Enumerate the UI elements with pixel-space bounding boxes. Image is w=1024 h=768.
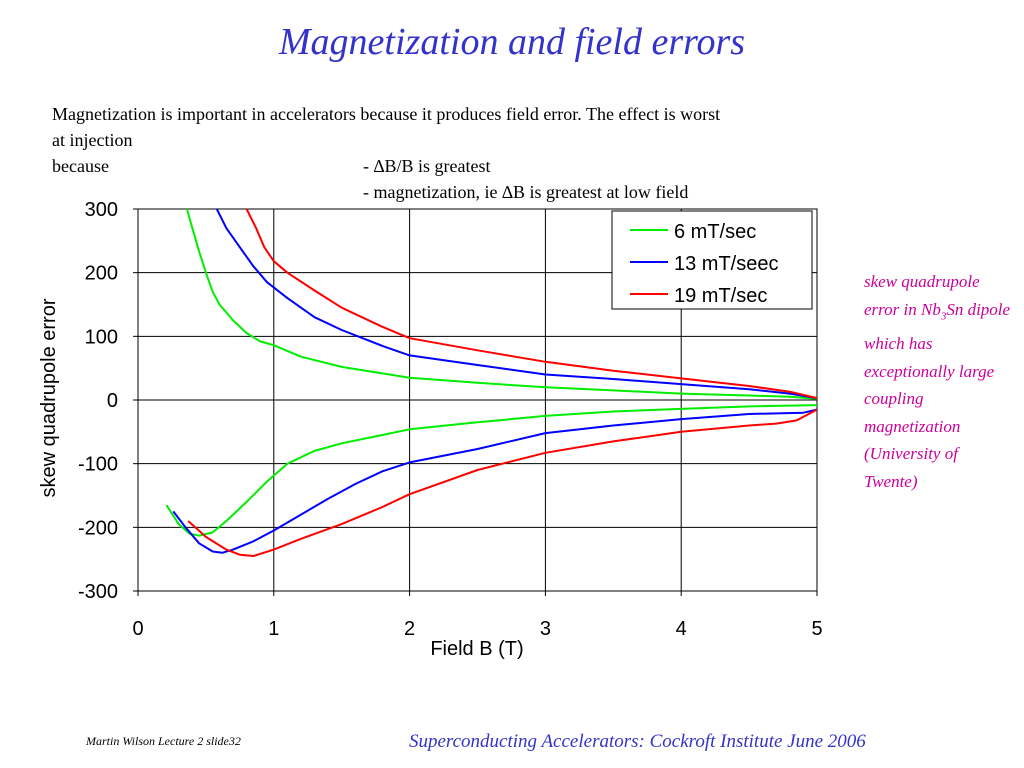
footer-lecture: Martin Wilson Lecture 2 slide32 — [86, 734, 241, 748]
legend-label: 13 mT/seec — [674, 253, 778, 275]
x-tick-label: 2 — [404, 618, 415, 640]
side-note: skew quadrupole error in Nb3Sn dipole wh… — [864, 268, 1014, 495]
legend-box — [611, 210, 813, 310]
intro-text: Magnetization is important in accelerato… — [52, 101, 720, 205]
side-note-part2: Sn dipole which has exceptionally large … — [864, 299, 1011, 491]
chart-ticks: 300 200 100 0 -100 -200 -300 0 1 2 3 4 5 — [78, 199, 823, 640]
intro-line-2b: - ∆B/B is greatest — [363, 156, 491, 176]
series-line-3-lower — [187, 408, 818, 557]
intro-line-2a: at injection because — [52, 130, 133, 176]
y-tick-label: 0 — [107, 390, 118, 412]
intro-line-1: Magnetization is important in accelerato… — [52, 104, 721, 124]
side-note-part1: skew quadrupole error in Nb — [864, 272, 980, 319]
legend-label: 19 mT/sec — [674, 285, 767, 307]
y-tick-label: -300 — [78, 581, 118, 603]
legend-label: 6 mT/sec — [674, 221, 756, 243]
series-line-3-upper — [245, 208, 818, 400]
y-tick-label: 300 — [85, 199, 118, 221]
x-tick-label: 0 — [132, 618, 143, 640]
slide-title: Magnetization and field errors — [278, 21, 746, 63]
x-tick-label: 1 — [268, 618, 279, 640]
y-tick-label: -100 — [78, 454, 118, 476]
intro-line-2: at injection because - ∆B/B is greatest — [52, 127, 720, 179]
y-axis-label: skew quadrupole error — [38, 298, 60, 497]
y-tick-label: 100 — [85, 326, 118, 348]
x-tick-label: 3 — [540, 618, 551, 640]
x-tick-label: 4 — [676, 618, 687, 640]
y-tick-label: -200 — [78, 517, 118, 539]
chart-series — [165, 208, 818, 557]
x-axis-label: Field B (T) — [430, 638, 523, 660]
series-line-1-upper — [185, 208, 818, 400]
x-tick-label: 5 — [811, 618, 822, 640]
footer-course: Superconducting Accelerators: Cockroft I… — [409, 731, 866, 752]
intro-line-3: - magnetization, ie ∆B is greatest at lo… — [363, 182, 689, 202]
side-note-subscript: 3 — [940, 309, 947, 322]
chart-legend: 6 mT/sec 13 mT/seec 19 mT/sec — [611, 210, 813, 310]
series-line-2-lower — [172, 408, 818, 554]
series-line-1-lower — [165, 404, 818, 537]
series-line-2-upper — [215, 208, 818, 400]
y-tick-label: 200 — [85, 263, 118, 285]
